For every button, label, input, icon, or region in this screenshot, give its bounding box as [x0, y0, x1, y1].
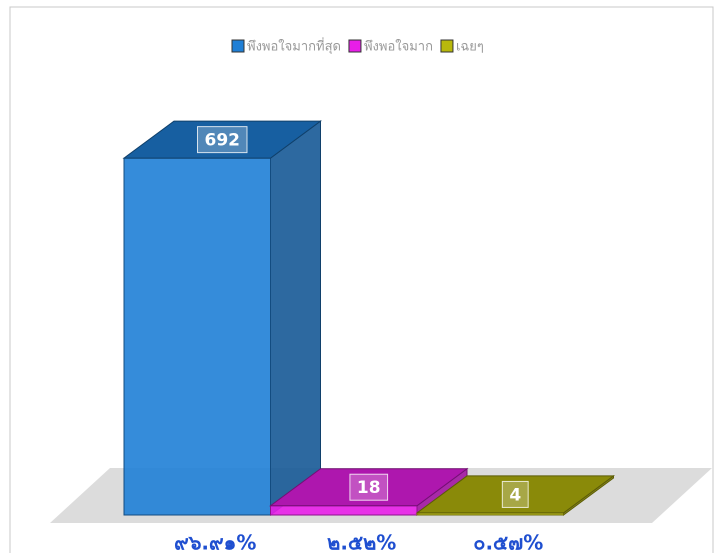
legend-label: พึงพอใจมาก — [364, 39, 433, 55]
value-label-box — [349, 473, 389, 501]
bar-top — [415, 475, 616, 514]
legend-swatch — [348, 39, 362, 53]
x-tick-label: ๙๖.๙๑% — [174, 531, 256, 553]
value-label-box — [501, 480, 529, 508]
x-tick-label: ๒.๕๒% — [327, 531, 396, 553]
bar-top — [268, 468, 469, 507]
legend-label: เฉยๆ — [456, 40, 484, 55]
bar-top — [122, 120, 323, 159]
legend-label: พึงพอใจมากที่สุด — [247, 38, 341, 55]
bar-side — [270, 120, 321, 516]
bar — [270, 505, 418, 516]
value-label: 18 — [357, 478, 381, 498]
value-label-box — [197, 126, 248, 154]
bar — [123, 157, 271, 516]
x-tick-label: ๐.๕๗% — [473, 531, 543, 553]
legend-swatch — [231, 39, 245, 53]
value-label: 692 — [205, 131, 241, 151]
value-label: 4 — [509, 485, 521, 505]
legend-swatch — [440, 39, 454, 53]
